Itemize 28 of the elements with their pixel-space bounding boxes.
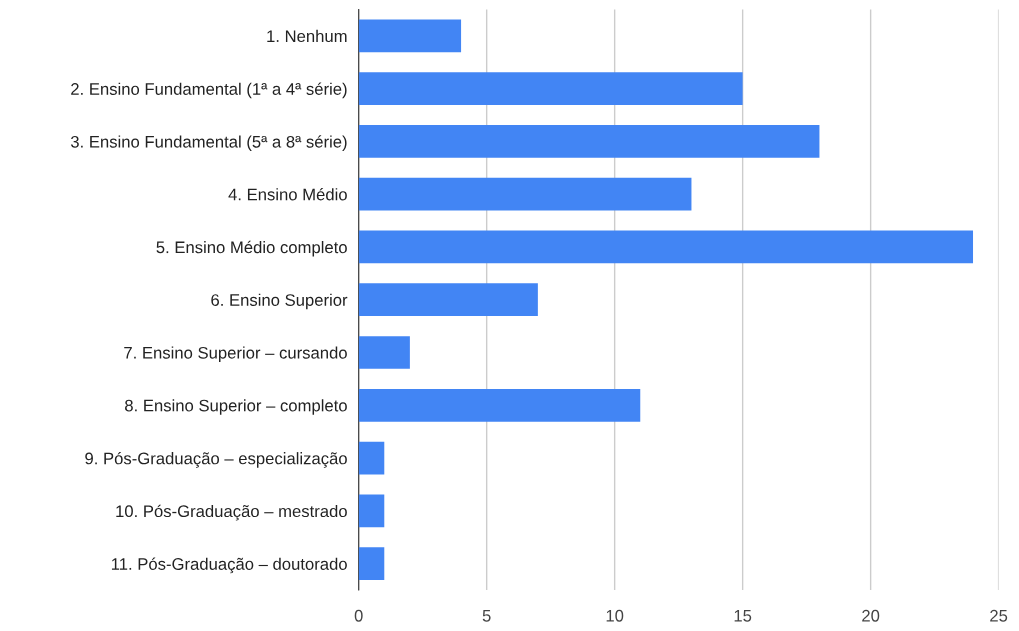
x-tick-label: 5 bbox=[482, 610, 491, 622]
y-tick-label: 5. Ensino Médio completo bbox=[156, 240, 347, 257]
bar bbox=[358, 388, 641, 422]
bar bbox=[358, 230, 974, 264]
bar bbox=[358, 283, 538, 317]
x-tick-label: 10 bbox=[606, 609, 624, 622]
bar bbox=[358, 19, 462, 53]
y-tick-label: 11. Pós-Graduação – doutorado bbox=[111, 557, 347, 574]
bar bbox=[358, 72, 743, 105]
y-tick-label: 3. Ensino Fundamental (5ª a 8ª série) bbox=[70, 135, 347, 151]
x-tick-label: 0 bbox=[354, 609, 363, 622]
y-tick-label: 2. Ensino Fundamental (1ª a 4ª série) bbox=[71, 82, 347, 99]
x-tick-label: 15 bbox=[734, 610, 752, 622]
bar bbox=[358, 125, 820, 158]
x-tick-label: 20 bbox=[862, 609, 880, 622]
bar bbox=[358, 336, 410, 369]
x-tick-label: 25 bbox=[990, 609, 1008, 622]
y-tick-label: 6. Ensino Superior bbox=[211, 293, 348, 310]
bar bbox=[358, 441, 385, 475]
y-tick-label: 7. Ensino Superior – cursando bbox=[124, 346, 347, 362]
bar bbox=[358, 494, 385, 528]
y-tick-label: 8. Ensino Superior – completo bbox=[125, 399, 347, 415]
y-tick-label: 4. Ensino Médio bbox=[228, 187, 347, 201]
bar bbox=[358, 547, 385, 580]
y-tick-label: 10. Pós-Graduação – mestrado bbox=[116, 504, 347, 521]
bar bbox=[358, 177, 692, 211]
y-tick-label: 9. Pós-Graduação – especialização bbox=[85, 451, 347, 468]
y-tick-label: 1. Nenhum bbox=[267, 29, 347, 43]
